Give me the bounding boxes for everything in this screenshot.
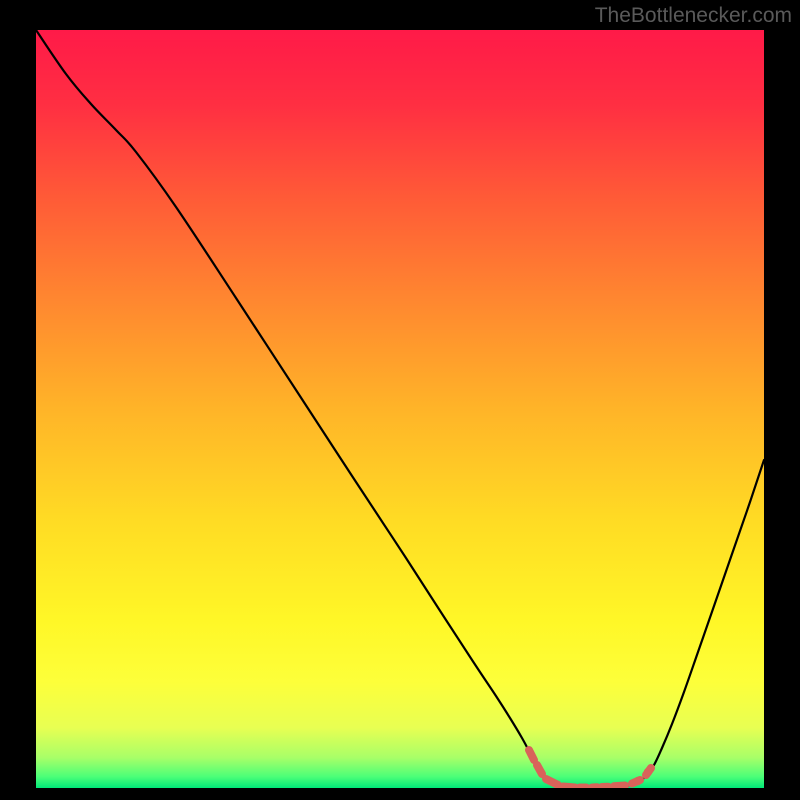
marker-segment [563,787,575,788]
bottleneck-curve [36,30,764,788]
watermark-text: TheBottlenecker.com [595,4,792,28]
optimal-range-marker [529,750,652,788]
marker-dot [634,777,642,785]
curve-layer [36,30,764,788]
marker-segment [546,779,558,785]
marker-segment [537,765,542,774]
marker-segment [614,786,625,787]
marker-segment [529,750,534,760]
chart-container: TheBottlenecker.com [0,0,800,800]
plot-area [36,30,764,788]
marker-dot [644,768,652,776]
